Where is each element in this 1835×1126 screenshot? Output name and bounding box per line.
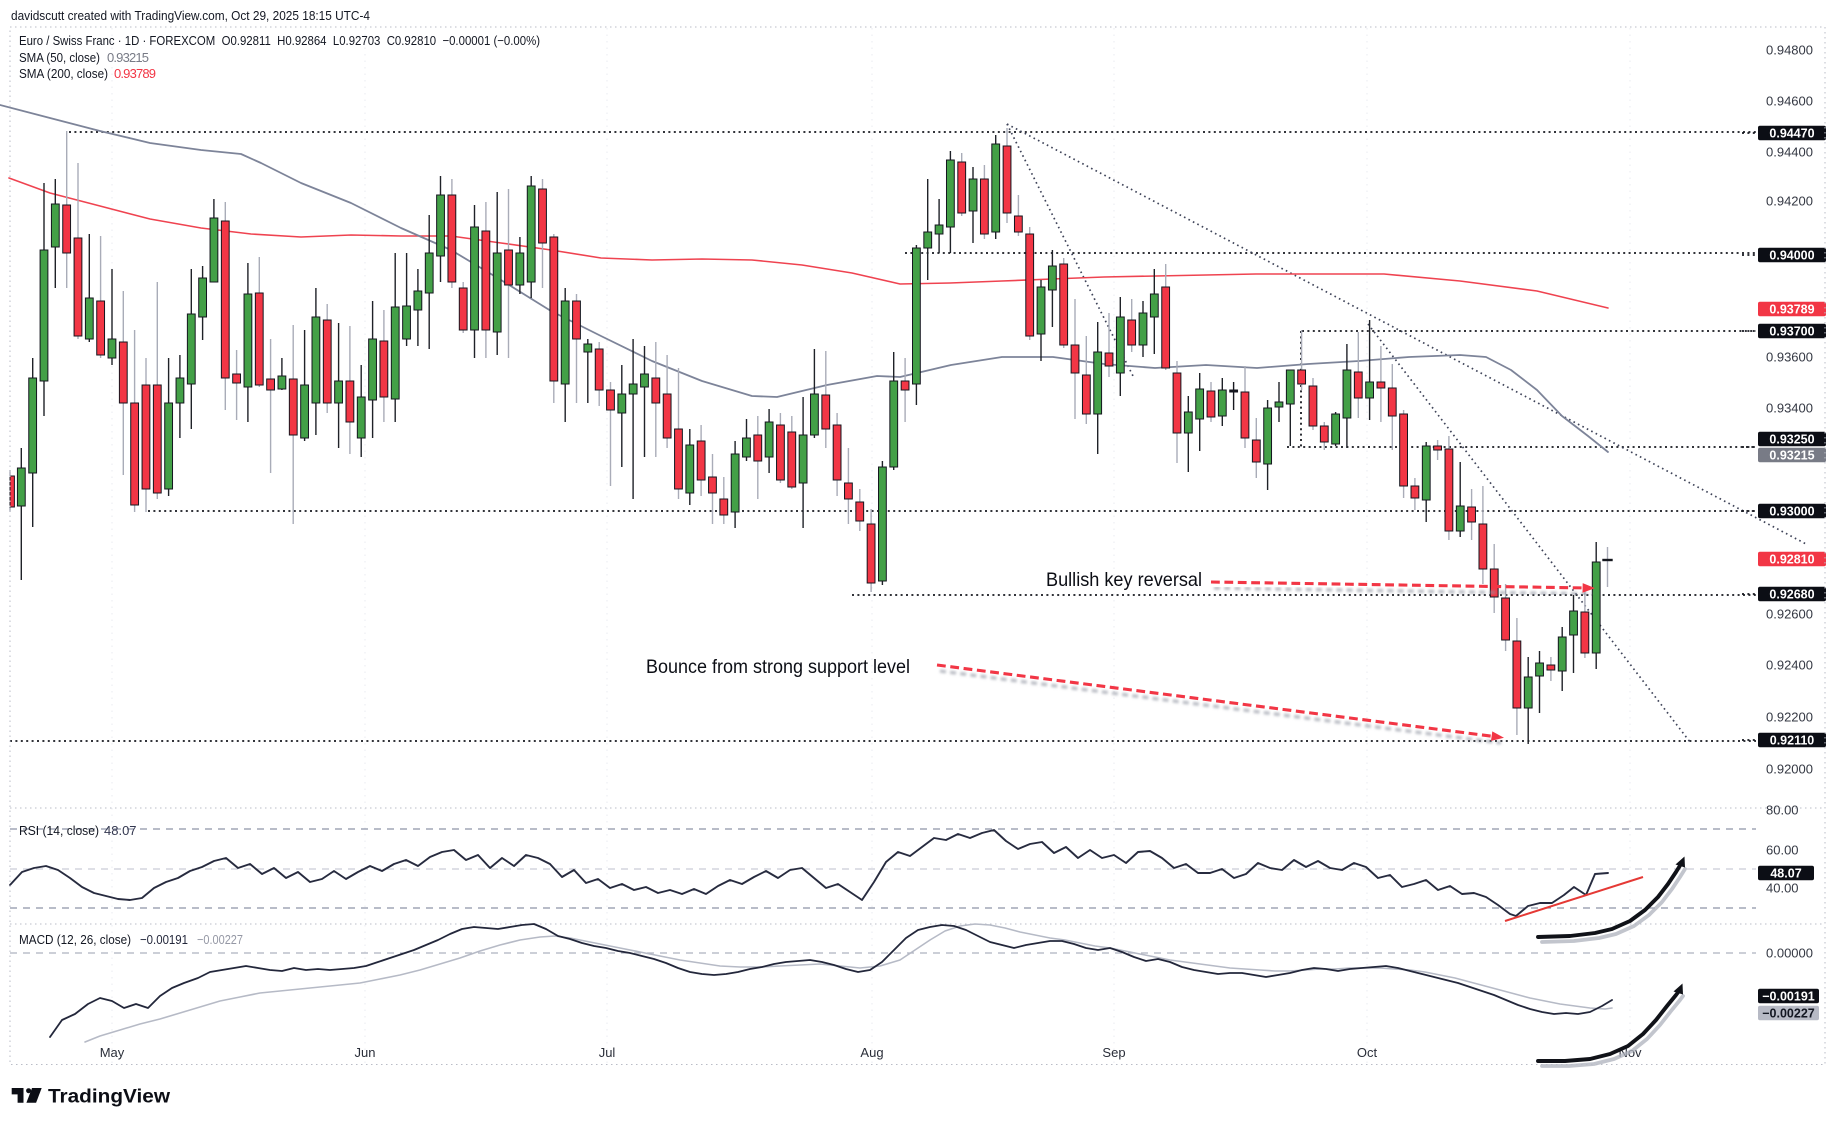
svg-text:0.94800: 0.94800	[1766, 43, 1813, 58]
svg-text:0.92600: 0.92600	[1766, 607, 1813, 622]
svg-text:0.93250: 0.93250	[1769, 433, 1814, 447]
svg-text:MACD (12, 26, close)−0.00191−0: MACD (12, 26, close) −0.00191 −0.00227	[19, 932, 243, 947]
svg-text:0.94470: 0.94470	[1769, 127, 1814, 141]
svg-text:TradingView: TradingView	[48, 1086, 171, 1108]
svg-text:SMA (200, close)0.93789: SMA (200, close) 0.93789	[19, 66, 156, 81]
svg-text:0.92680: 0.92680	[1769, 588, 1814, 602]
svg-text:0.94600: 0.94600	[1766, 94, 1813, 109]
svg-text:Oct: Oct	[1357, 1045, 1378, 1060]
svg-text:Sep: Sep	[1102, 1045, 1125, 1060]
svg-text:0.94000: 0.94000	[1769, 249, 1814, 263]
svg-text:0.93700: 0.93700	[1769, 325, 1814, 339]
svg-text:0.92810: 0.92810	[1769, 553, 1814, 567]
svg-text:Bounce from strong support lev: Bounce from strong support level	[646, 656, 910, 678]
svg-text:−0.00227: −0.00227	[1762, 1007, 1815, 1021]
svg-text:−0.00191: −0.00191	[1762, 990, 1815, 1004]
svg-text:0.93789: 0.93789	[1769, 303, 1814, 317]
svg-text:0.92200: 0.92200	[1766, 710, 1813, 725]
svg-text:0.00000: 0.00000	[1766, 946, 1813, 961]
svg-text:SMA (50, close)0.93215: SMA (50, close) 0.93215	[19, 50, 149, 65]
svg-text:80.00: 80.00	[1766, 803, 1799, 818]
svg-text:0.93000: 0.93000	[1769, 505, 1814, 519]
svg-text:0.92400: 0.92400	[1766, 658, 1813, 673]
svg-text:0.93600: 0.93600	[1766, 350, 1813, 365]
svg-text:Aug: Aug	[860, 1045, 883, 1060]
svg-text:May: May	[100, 1045, 125, 1060]
svg-text:0.94400: 0.94400	[1766, 145, 1813, 160]
svg-text:RSI (14, close)48.07: RSI (14, close) 48.07	[19, 823, 137, 838]
svg-text:48.07: 48.07	[1770, 867, 1801, 881]
svg-text:0.92000: 0.92000	[1766, 762, 1813, 777]
svg-text:Bullish key reversal: Bullish key reversal	[1046, 569, 1202, 591]
svg-text:0.93215: 0.93215	[1769, 449, 1814, 463]
svg-text:Jul: Jul	[599, 1045, 616, 1060]
svg-text:Euro / Swiss Franc · 1D · FORE: Euro / Swiss Franc · 1D · FOREXCOM O0.92…	[19, 33, 540, 48]
svg-text:40.00: 40.00	[1766, 881, 1799, 896]
svg-text:0.93400: 0.93400	[1766, 401, 1813, 416]
svg-text:60.00: 60.00	[1766, 843, 1799, 858]
svg-text:0.92110: 0.92110	[1770, 734, 1815, 748]
svg-text:0.94200: 0.94200	[1766, 194, 1813, 209]
svg-text:davidscutt created with Tradin: davidscutt created with TradingView.com,…	[11, 8, 370, 23]
svg-text:Jun: Jun	[355, 1045, 376, 1060]
